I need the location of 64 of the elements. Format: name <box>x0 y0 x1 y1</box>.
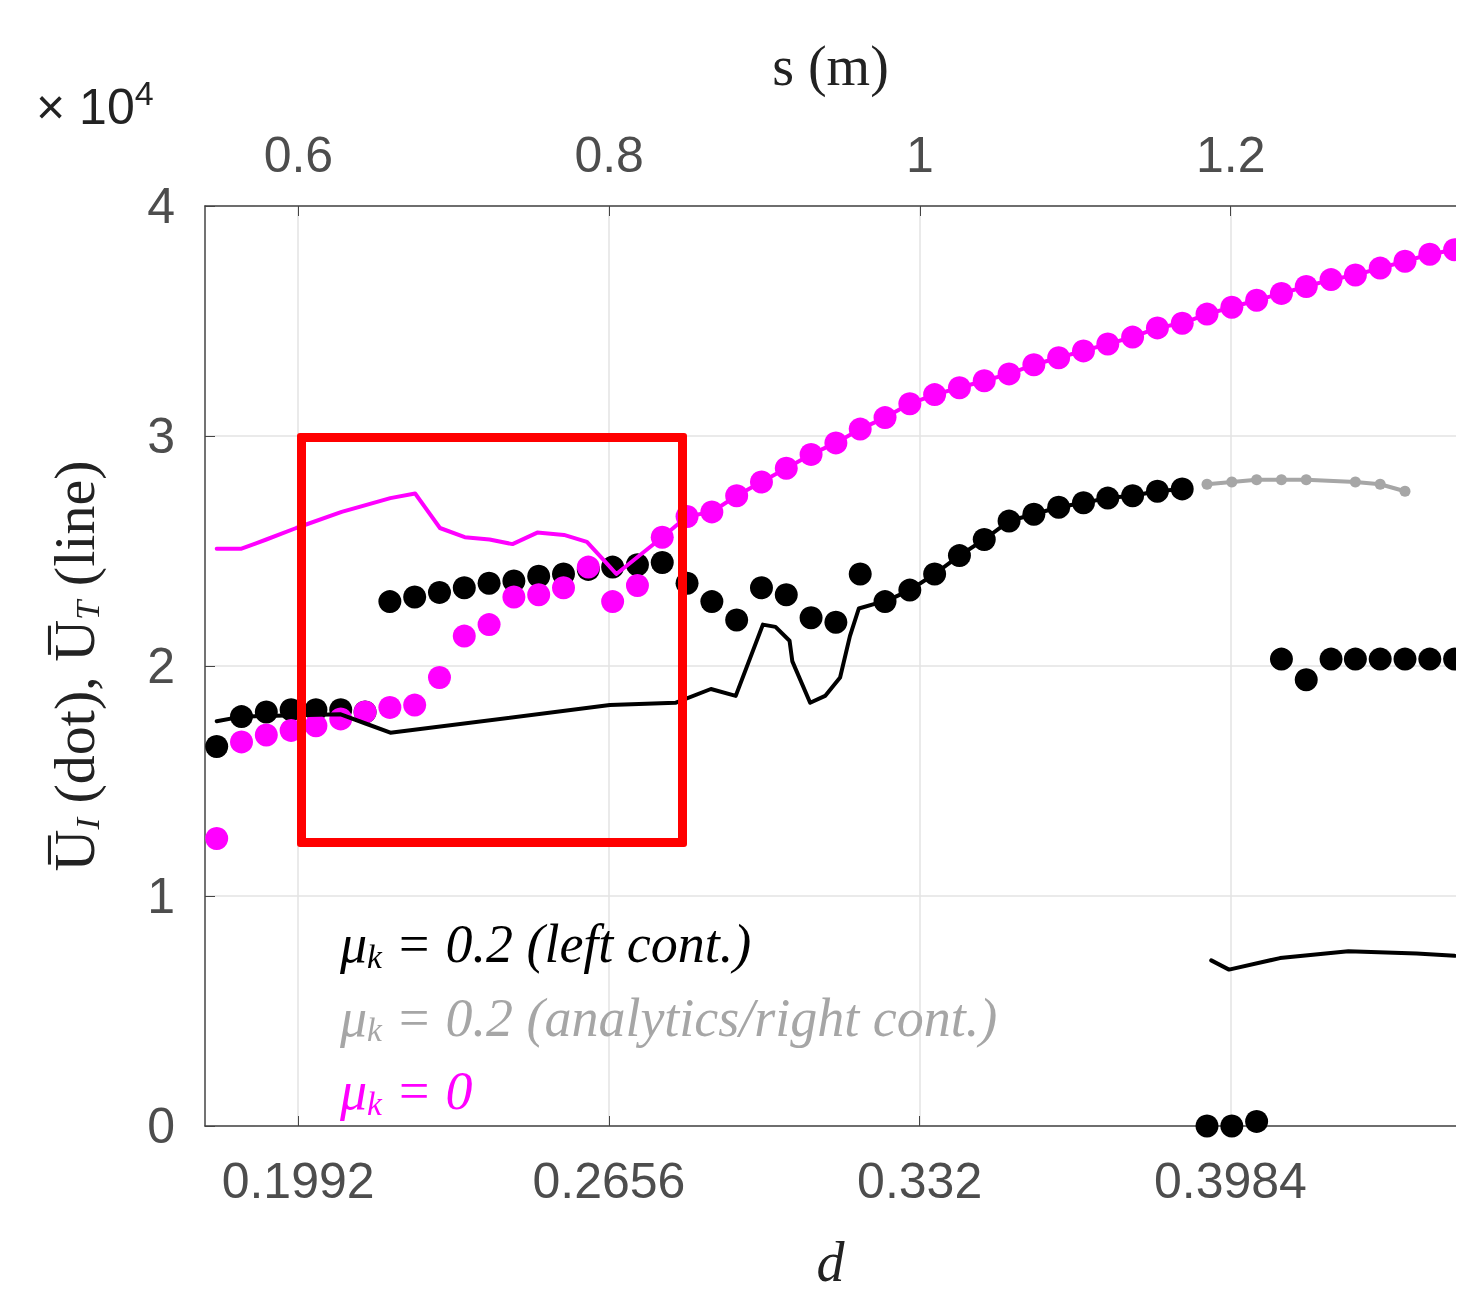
point <box>1195 1114 1219 1138</box>
point <box>1399 485 1411 497</box>
point <box>1374 478 1386 490</box>
point <box>428 666 451 689</box>
point <box>378 590 402 614</box>
point <box>477 571 501 595</box>
text: μk = 0.2 (analytics/right cont.) <box>339 987 998 1049</box>
x-tick-label: 0.2656 <box>532 1153 686 1209</box>
point <box>1319 647 1343 671</box>
point <box>774 583 798 607</box>
point <box>477 613 501 637</box>
point <box>625 574 649 597</box>
x-tick-label: 0.1992 <box>221 1153 375 1209</box>
y-tick-label: 1 <box>147 868 175 924</box>
point <box>452 576 476 600</box>
point <box>1349 476 1361 488</box>
point <box>1269 647 1293 671</box>
x2-tick-label: 0.8 <box>574 127 644 183</box>
y-tick-label: 2 <box>147 638 175 694</box>
point <box>428 580 451 604</box>
point <box>824 610 848 634</box>
point <box>1226 476 1238 488</box>
point <box>403 693 427 717</box>
point <box>1368 647 1392 671</box>
point <box>1418 647 1442 671</box>
point <box>799 606 823 630</box>
point <box>848 562 872 586</box>
point <box>205 827 229 850</box>
point <box>378 695 402 719</box>
text: μk = 0 <box>339 1061 473 1122</box>
point <box>1251 474 1263 486</box>
point <box>1300 474 1312 486</box>
point <box>700 590 724 614</box>
point <box>205 735 229 758</box>
point <box>452 624 476 648</box>
point <box>601 590 625 614</box>
x2-tick-label: 0.6 <box>263 127 334 183</box>
y-axis-title: U̅I (dot), U̅T (line) <box>42 460 108 872</box>
point <box>502 585 526 609</box>
point <box>1275 474 1287 486</box>
point <box>725 608 749 632</box>
text: μk = 0.2 (left cont.) <box>339 914 752 975</box>
y-tick-label: 4 <box>147 178 175 234</box>
y-tick-label: 3 <box>147 408 175 464</box>
point <box>230 730 254 754</box>
point <box>254 723 278 747</box>
point <box>1343 647 1367 671</box>
x-tick-label: 0.332 <box>857 1153 983 1209</box>
point <box>1393 647 1417 671</box>
point <box>1294 668 1318 692</box>
x2-tick-label: 1 <box>906 127 934 183</box>
point <box>552 576 575 600</box>
point <box>1220 1114 1244 1138</box>
point <box>1245 1109 1269 1133</box>
point <box>749 576 773 600</box>
x2-axis-title: s (m) <box>772 35 889 98</box>
x-axis-title: d <box>816 1231 846 1293</box>
point <box>650 551 674 574</box>
point <box>527 583 551 607</box>
point <box>1201 478 1213 490</box>
y-tick-label: 0 <box>147 1098 175 1154</box>
x2-tick-label: 1.2 <box>1195 127 1266 183</box>
point <box>403 585 427 609</box>
x-tick-label: 0.3984 <box>1153 1153 1307 1209</box>
